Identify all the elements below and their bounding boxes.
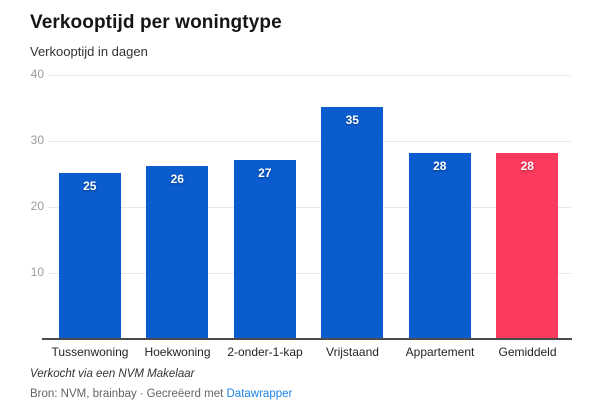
gridline-30 (48, 141, 571, 142)
bar-value-label: 26 (170, 172, 184, 187)
bar-gemiddeld: 28 (496, 153, 559, 338)
ytick-label-10: 10 (30, 265, 44, 279)
chart-subtitle: Verkooptijd in dagen (30, 44, 148, 59)
bar-value-label: 27 (258, 165, 272, 180)
source-text: Bron: NVM, brainbay (30, 388, 137, 400)
gridline-20 (48, 207, 571, 208)
bar-2-onder-1-kap: 27 (233, 159, 296, 338)
bar-value-label: 28 (433, 159, 447, 174)
ytick-label-40: 40 (30, 67, 44, 81)
xlabel-gemiddeld: Gemiddeld (498, 345, 557, 359)
chart-footnote: Verkocht via een NVM Makelaar (30, 368, 195, 380)
bar-value-label: 28 (520, 159, 534, 174)
datawrapper-link[interactable]: Datawrapper (226, 388, 293, 400)
source-separator: · (139, 388, 144, 400)
xlabel-appartement: Appartement (405, 345, 475, 359)
bar-hoekwoning: 26 (146, 166, 209, 338)
ytick-label-20: 20 (30, 199, 44, 213)
bar-appartement: 28 (408, 153, 471, 338)
xlabel-tussenwoning: Tussenwoning (51, 345, 129, 359)
created-with-text: Gecreëerd met (146, 388, 224, 400)
bar-value-label: 25 (83, 179, 97, 193)
chart-title: Verkooptijd per woningtype (30, 12, 282, 33)
gridline-10 (48, 273, 571, 274)
bar-value-label: 35 (345, 113, 359, 127)
xlabel-hoekwoning: Hoekwoning (144, 345, 211, 359)
ytick-label-30: 30 (30, 133, 44, 147)
xlabel-vrijstaand: Vrijstaand (326, 345, 379, 359)
chart-source-line: Bron: NVM, brainbay · Gecreëerd met Datawr… (30, 388, 292, 400)
gridline-40 (48, 75, 571, 76)
x-axis-baseline (42, 338, 572, 340)
xlabel-2-onder-1-kap: 2-onder-1-kap (227, 345, 303, 359)
bar-vrijstaand: 35 (321, 107, 384, 338)
bar-tussenwoning: 25 (58, 173, 121, 338)
